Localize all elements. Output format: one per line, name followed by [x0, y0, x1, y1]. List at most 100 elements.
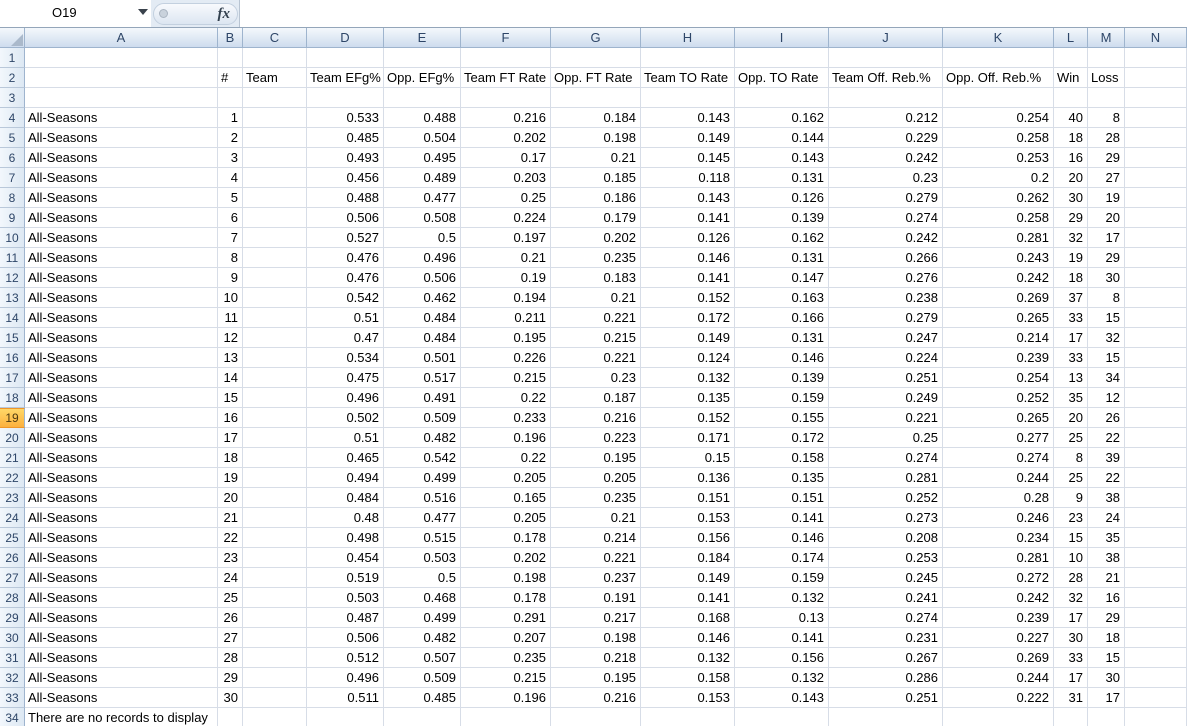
cell-I33[interactable]: 0.143 [735, 688, 829, 708]
cell-A19[interactable]: All-Seasons [25, 408, 218, 428]
row-header-32[interactable]: 32 [0, 668, 25, 688]
cell-J10[interactable]: 0.242 [829, 228, 943, 248]
cell-K11[interactable]: 0.243 [943, 248, 1054, 268]
cell-C27[interactable] [243, 568, 307, 588]
cell-D6[interactable]: 0.493 [307, 148, 384, 168]
cell-F17[interactable]: 0.215 [461, 368, 551, 388]
cell-G31[interactable]: 0.218 [551, 648, 641, 668]
row-header-2[interactable]: 2 [0, 68, 25, 88]
cell-A34[interactable]: There are no records to display [25, 708, 218, 726]
cell-K10[interactable]: 0.281 [943, 228, 1054, 248]
cell-N20[interactable] [1125, 428, 1187, 448]
cell-C11[interactable] [243, 248, 307, 268]
cell-I28[interactable]: 0.132 [735, 588, 829, 608]
cell-K34[interactable] [943, 708, 1054, 726]
cell-K18[interactable]: 0.252 [943, 388, 1054, 408]
cell-H23[interactable]: 0.151 [641, 488, 735, 508]
cell-G25[interactable]: 0.214 [551, 528, 641, 548]
cell-G2[interactable]: Opp. FT Rate [551, 68, 641, 88]
cell-H8[interactable]: 0.143 [641, 188, 735, 208]
cell-I6[interactable]: 0.143 [735, 148, 829, 168]
cell-J23[interactable]: 0.252 [829, 488, 943, 508]
cell-H5[interactable]: 0.149 [641, 128, 735, 148]
cell-I5[interactable]: 0.144 [735, 128, 829, 148]
cell-H14[interactable]: 0.172 [641, 308, 735, 328]
cell-I21[interactable]: 0.158 [735, 448, 829, 468]
cell-J14[interactable]: 0.279 [829, 308, 943, 328]
cell-J13[interactable]: 0.238 [829, 288, 943, 308]
cell-F29[interactable]: 0.291 [461, 608, 551, 628]
cell-D24[interactable]: 0.48 [307, 508, 384, 528]
cell-H22[interactable]: 0.136 [641, 468, 735, 488]
cell-J24[interactable]: 0.273 [829, 508, 943, 528]
cell-H15[interactable]: 0.149 [641, 328, 735, 348]
cell-N29[interactable] [1125, 608, 1187, 628]
cell-C15[interactable] [243, 328, 307, 348]
cell-M17[interactable]: 34 [1088, 368, 1125, 388]
cell-E26[interactable]: 0.503 [384, 548, 461, 568]
cell-E33[interactable]: 0.485 [384, 688, 461, 708]
cell-K15[interactable]: 0.214 [943, 328, 1054, 348]
column-header-A[interactable]: A [25, 28, 218, 48]
row-header-16[interactable]: 16 [0, 348, 25, 368]
cell-F5[interactable]: 0.202 [461, 128, 551, 148]
cell-L10[interactable]: 32 [1054, 228, 1088, 248]
cell-I8[interactable]: 0.126 [735, 188, 829, 208]
cell-D10[interactable]: 0.527 [307, 228, 384, 248]
cell-J3[interactable] [829, 88, 943, 108]
cell-L15[interactable]: 17 [1054, 328, 1088, 348]
cell-C21[interactable] [243, 448, 307, 468]
cell-N10[interactable] [1125, 228, 1187, 248]
cell-I20[interactable]: 0.172 [735, 428, 829, 448]
cell-G17[interactable]: 0.23 [551, 368, 641, 388]
cell-J9[interactable]: 0.274 [829, 208, 943, 228]
cell-C28[interactable] [243, 588, 307, 608]
cell-H2[interactable]: Team TO Rate [641, 68, 735, 88]
cell-B17[interactable]: 14 [218, 368, 243, 388]
cell-L3[interactable] [1054, 88, 1088, 108]
cell-L19[interactable]: 20 [1054, 408, 1088, 428]
cell-L32[interactable]: 17 [1054, 668, 1088, 688]
cell-I14[interactable]: 0.166 [735, 308, 829, 328]
cell-J18[interactable]: 0.249 [829, 388, 943, 408]
row-header-11[interactable]: 11 [0, 248, 25, 268]
cell-G29[interactable]: 0.217 [551, 608, 641, 628]
cell-B22[interactable]: 19 [218, 468, 243, 488]
cell-N19[interactable] [1125, 408, 1187, 428]
row-header-25[interactable]: 25 [0, 528, 25, 548]
cell-B21[interactable]: 18 [218, 448, 243, 468]
column-header-J[interactable]: J [829, 28, 943, 48]
cell-A2[interactable] [25, 68, 218, 88]
cell-E30[interactable]: 0.482 [384, 628, 461, 648]
cell-N34[interactable] [1125, 708, 1187, 726]
cell-K28[interactable]: 0.242 [943, 588, 1054, 608]
cell-E21[interactable]: 0.542 [384, 448, 461, 468]
cell-B26[interactable]: 23 [218, 548, 243, 568]
cell-M32[interactable]: 30 [1088, 668, 1125, 688]
cell-E3[interactable] [384, 88, 461, 108]
cell-H28[interactable]: 0.141 [641, 588, 735, 608]
cell-A21[interactable]: All-Seasons [25, 448, 218, 468]
cell-F10[interactable]: 0.197 [461, 228, 551, 248]
cell-E19[interactable]: 0.509 [384, 408, 461, 428]
cell-G26[interactable]: 0.221 [551, 548, 641, 568]
cell-J12[interactable]: 0.276 [829, 268, 943, 288]
row-header-14[interactable]: 14 [0, 308, 25, 328]
cell-C9[interactable] [243, 208, 307, 228]
cell-J21[interactable]: 0.274 [829, 448, 943, 468]
cell-C1[interactable] [243, 48, 307, 68]
cell-A32[interactable]: All-Seasons [25, 668, 218, 688]
cell-K20[interactable]: 0.277 [943, 428, 1054, 448]
row-header-1[interactable]: 1 [0, 48, 25, 68]
cell-K29[interactable]: 0.239 [943, 608, 1054, 628]
cell-J19[interactable]: 0.221 [829, 408, 943, 428]
cell-J20[interactable]: 0.25 [829, 428, 943, 448]
cell-K7[interactable]: 0.2 [943, 168, 1054, 188]
cell-N12[interactable] [1125, 268, 1187, 288]
cell-A20[interactable]: All-Seasons [25, 428, 218, 448]
cell-B32[interactable]: 29 [218, 668, 243, 688]
cell-H3[interactable] [641, 88, 735, 108]
cell-C22[interactable] [243, 468, 307, 488]
cell-M11[interactable]: 29 [1088, 248, 1125, 268]
cell-E13[interactable]: 0.462 [384, 288, 461, 308]
